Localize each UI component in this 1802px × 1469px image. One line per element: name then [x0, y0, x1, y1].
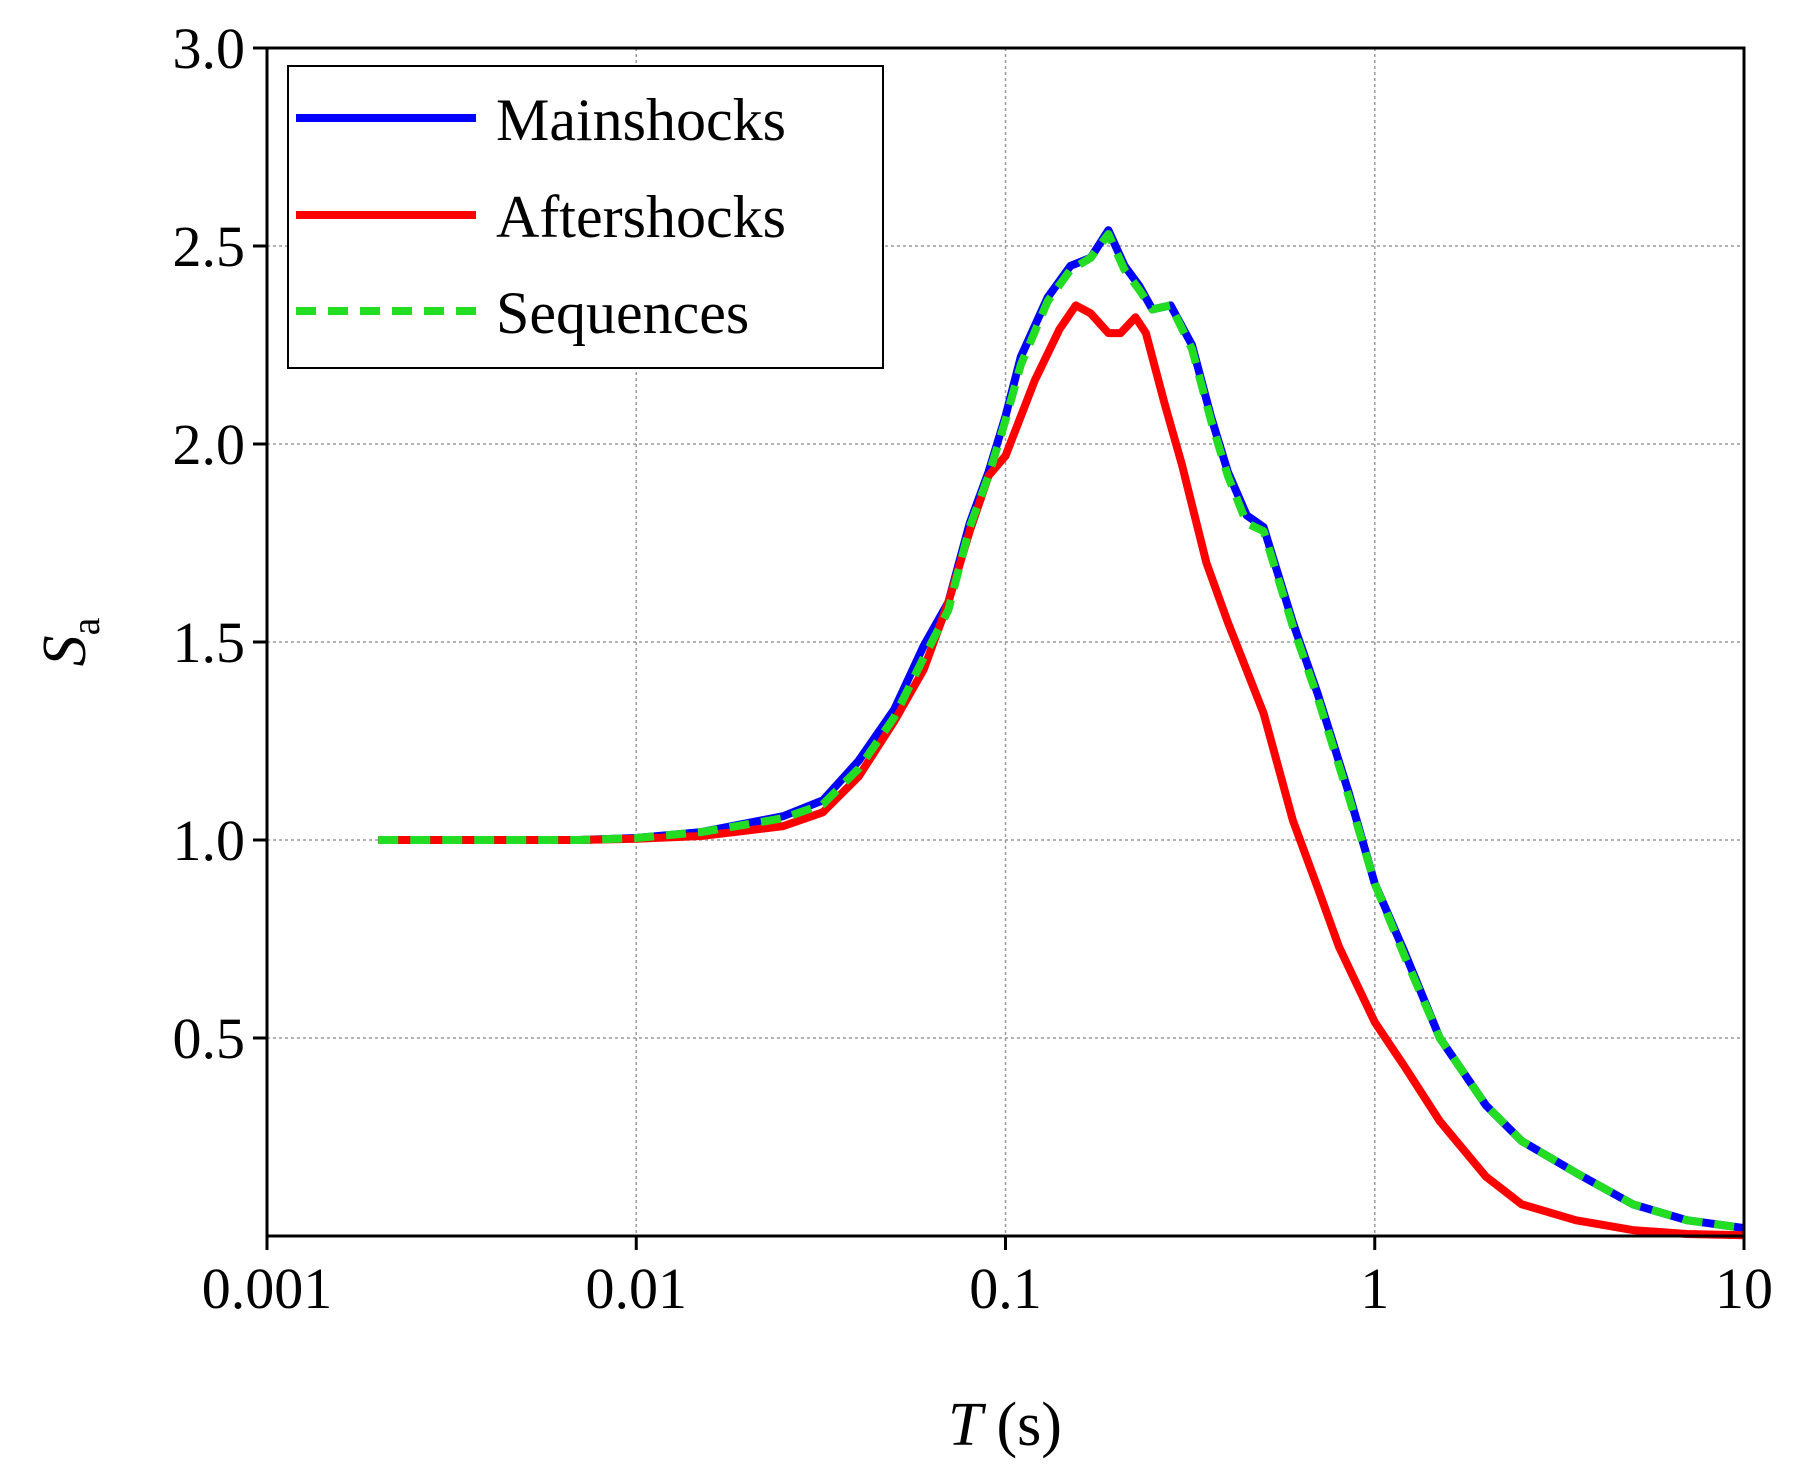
y-tick-label: 0.5: [173, 1006, 246, 1071]
series-lines: [378, 226, 1745, 1240]
legend-label-sequences: Sequences: [496, 280, 749, 346]
legend-label-aftershocks: Aftershocks: [496, 184, 786, 250]
x-tick-label: 10: [1715, 1256, 1773, 1321]
axis-ticks: 0.001 0.01 0.1 1 10 0.5 1.0 1.5 2.0 2.5 3.0: [173, 16, 1774, 1321]
legend-label-mainshocks: Mainshocks: [496, 87, 786, 153]
series-line-aftershocks: [378, 301, 1745, 1240]
x-tick-label: 0.01: [586, 1256, 688, 1321]
y-tick-label: 2.0: [173, 412, 246, 477]
y-axis-title: Sa: [31, 617, 108, 666]
x-tick-label: 0.001: [202, 1256, 333, 1321]
x-axis-variable: T: [948, 1391, 987, 1459]
y-tick-label: 3.0: [173, 16, 246, 81]
y-tick-label: 1.5: [173, 610, 246, 675]
y-axis-variable: S: [31, 635, 99, 666]
series-line-mainshocks: [378, 226, 1745, 1233]
x-tick-label: 0.1: [969, 1256, 1042, 1321]
y-tick-label: 1.0: [173, 808, 246, 873]
y-tick-label: 2.5: [173, 214, 246, 279]
y-axis-subscript: a: [63, 617, 108, 635]
x-tick-label: 1: [1360, 1256, 1389, 1321]
x-axis-unit: (s): [997, 1391, 1062, 1459]
legend: Mainshocks Aftershocks Sequences: [287, 65, 884, 369]
x-axis-title: T (s): [948, 1391, 1062, 1459]
